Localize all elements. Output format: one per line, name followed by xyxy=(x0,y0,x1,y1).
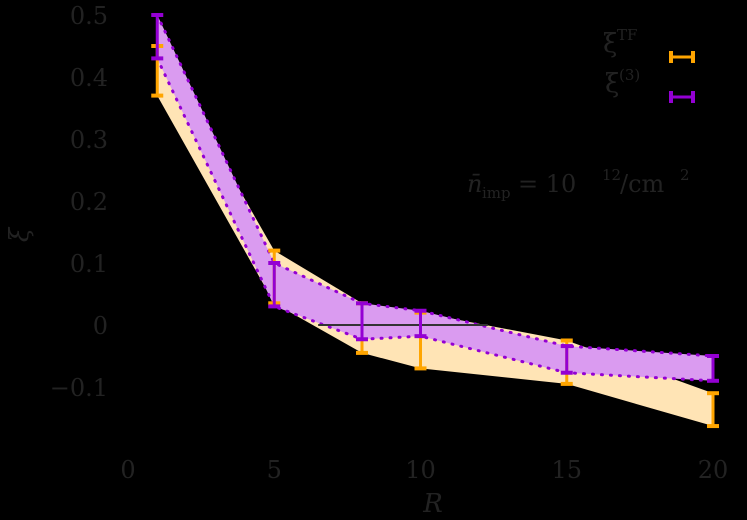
legend-symbol-xi3: ξ xyxy=(605,69,619,99)
y-tick-label: 0.3 xyxy=(70,126,108,154)
errorbar xyxy=(151,13,164,61)
errorbar xyxy=(560,344,573,375)
x-tick-label: 10 xyxy=(405,456,436,484)
x-tick-label: 5 xyxy=(267,456,282,484)
error-bars xyxy=(151,13,719,429)
legend: ξ TF ξ (3) xyxy=(603,26,695,103)
dotted-line-upper xyxy=(155,13,715,358)
legend-sup-tf: TF xyxy=(617,26,637,44)
annotation-unit-exp: 2 xyxy=(680,166,690,184)
y-tick-label: −0.1 xyxy=(50,374,108,402)
y-tick-labels: 0.5 0.4 0.3 0.2 0.1 0 −0.1 xyxy=(50,2,108,402)
legend-item-xi3: ξ (3) xyxy=(605,66,695,103)
x-tick-labels: 0 5 10 15 20 xyxy=(120,456,728,484)
y-tick-label: 0.5 xyxy=(70,2,108,30)
errorbar xyxy=(707,391,719,429)
errorbar xyxy=(707,354,719,383)
x-tick-label: 0 xyxy=(120,456,135,484)
y-tick-label: 0.4 xyxy=(70,64,108,92)
x-axis-label: R xyxy=(422,489,443,519)
density-annotation: n̄ imp = 10 12 /cm 2 xyxy=(467,166,690,202)
y-tick-label: 0 xyxy=(93,312,108,340)
band-series-1 xyxy=(157,15,713,381)
y-axis-label: ξ xyxy=(5,226,35,242)
y-tick-label: 0.1 xyxy=(70,250,108,278)
dotted-lines xyxy=(155,13,715,383)
y-tick-label: 0.2 xyxy=(70,188,108,216)
annotation-unit: /cm xyxy=(620,170,665,198)
errorbar xyxy=(268,261,281,309)
errorbar xyxy=(356,301,368,342)
annotation-eq: = 10 xyxy=(518,170,576,198)
legend-errorbar-icon-tf xyxy=(669,51,695,63)
legend-item-tf: ξ TF xyxy=(603,26,695,63)
legend-symbol-tf: ξ xyxy=(603,29,617,59)
band-series-0 xyxy=(157,46,713,427)
x-tick-label: 20 xyxy=(698,456,729,484)
dotted-line-lower xyxy=(155,56,715,383)
annotation-lhs: n̄ xyxy=(467,170,482,198)
bands xyxy=(157,15,713,427)
errorbar xyxy=(414,308,427,339)
annotation-exp: 12 xyxy=(602,166,621,184)
annotation-lhs-sub: imp xyxy=(482,184,511,202)
legend-sup-xi3: (3) xyxy=(619,66,640,84)
legend-errorbar-icon-xi3 xyxy=(669,91,695,103)
x-tick-label: 15 xyxy=(551,456,582,484)
